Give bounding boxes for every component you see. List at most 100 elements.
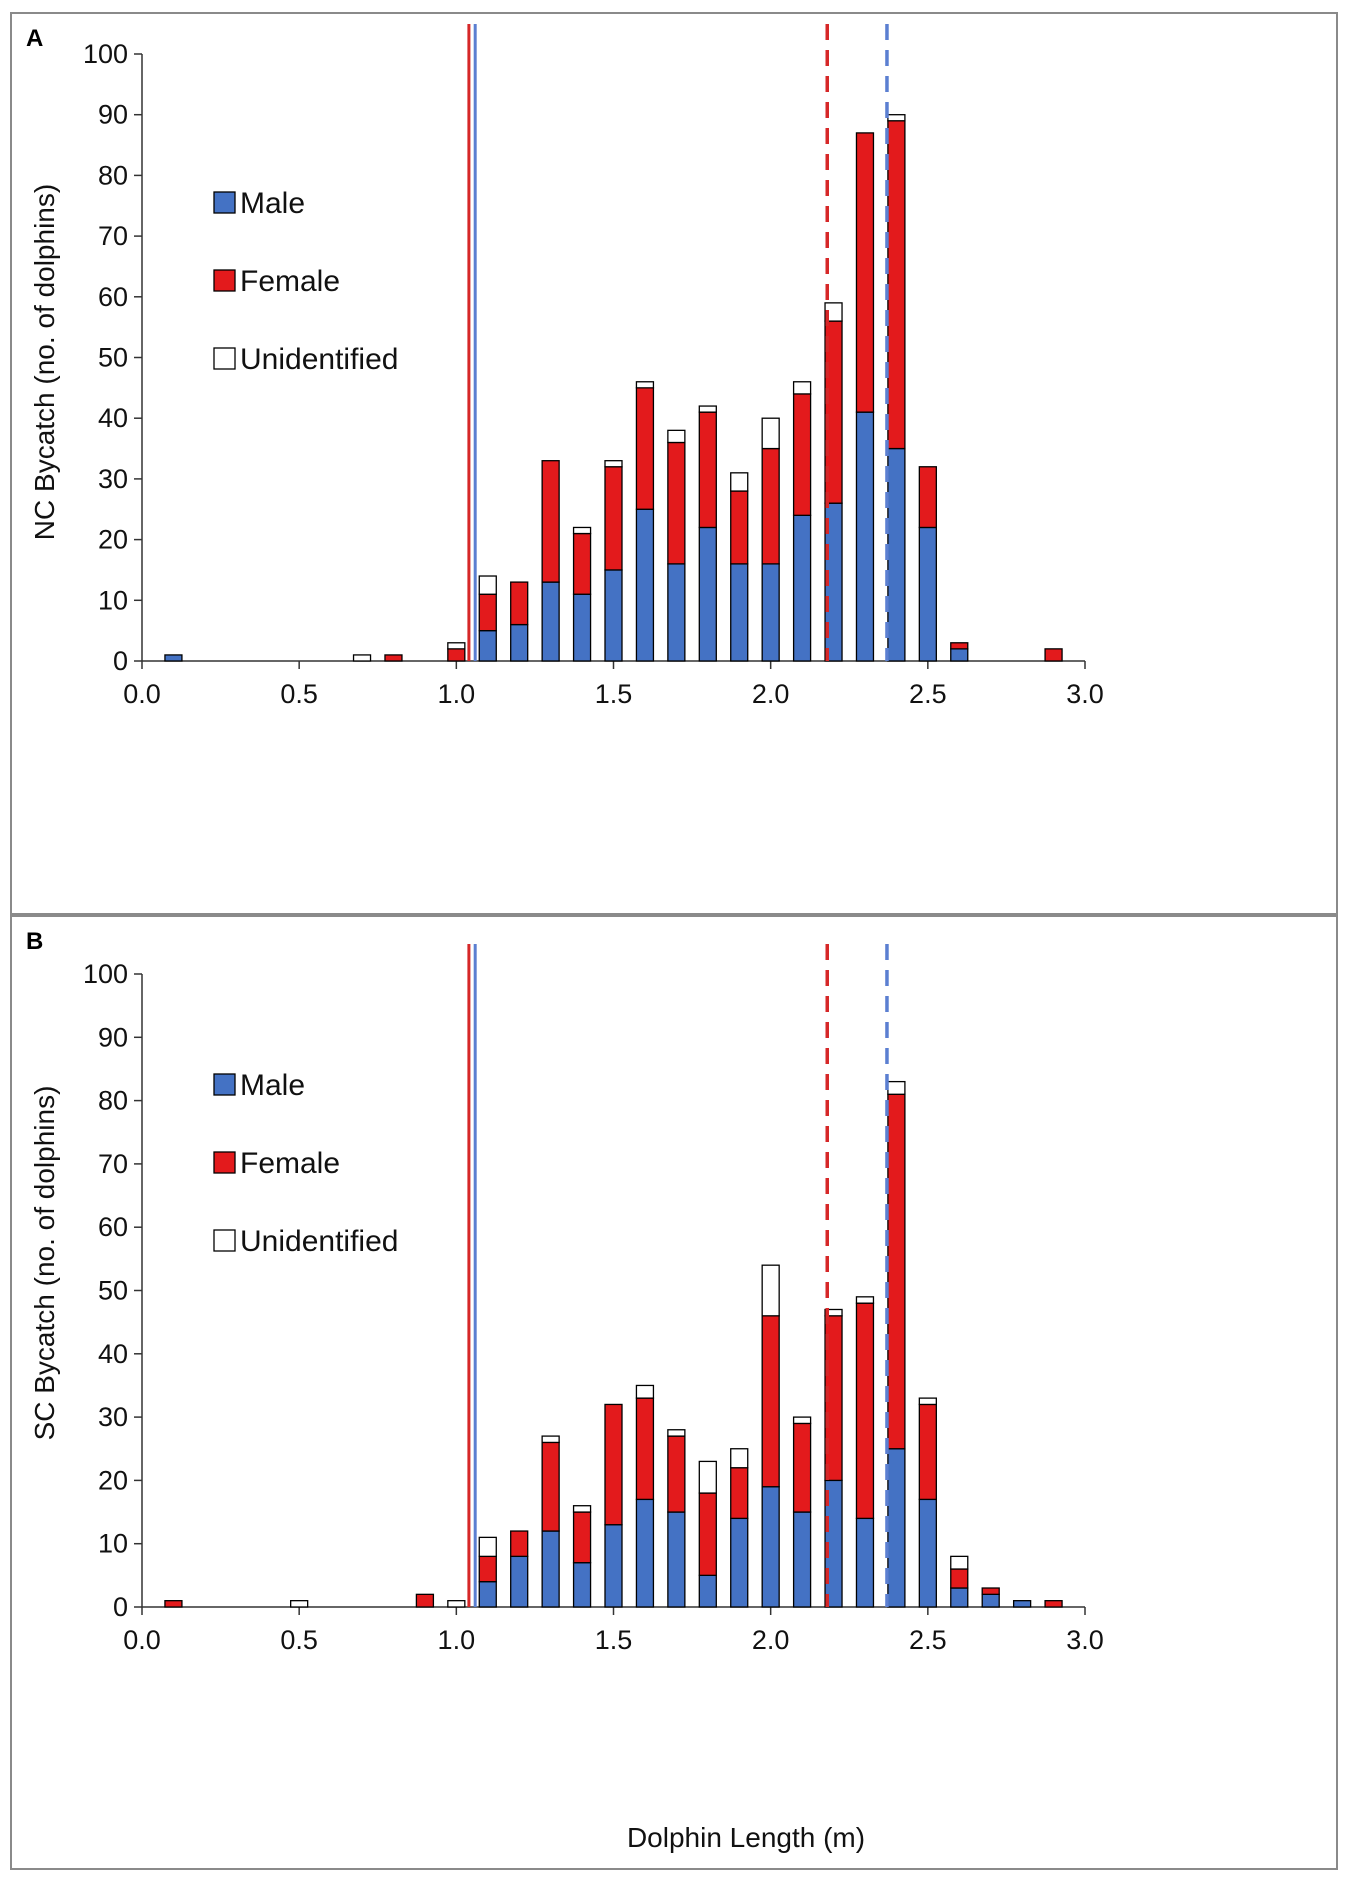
x-tick-label: 0.0 xyxy=(123,679,161,709)
bar-male-2.6 xyxy=(950,648,969,662)
bar-unidentified-1.6 xyxy=(635,1384,655,1399)
y-tick-label: 60 xyxy=(98,282,128,312)
bar-male-2.1 xyxy=(792,514,812,662)
bar-female-2.3 xyxy=(855,132,875,413)
bar-female-2.6 xyxy=(950,1568,969,1589)
bar-male-1.1 xyxy=(478,1581,497,1608)
bar-female-1.5 xyxy=(604,466,623,571)
bar-male-1.3 xyxy=(541,1530,560,1608)
bar-female-2.3 xyxy=(855,1302,875,1520)
x-tick-label: 2.0 xyxy=(752,679,790,709)
bar-female-1.1 xyxy=(478,1555,497,1583)
bar-unidentified-1.7 xyxy=(667,429,686,444)
bar-female-2.4 xyxy=(887,1093,906,1450)
bar-female-1.7 xyxy=(667,441,686,565)
bar-female-2.5 xyxy=(918,1403,937,1501)
bar-female-1.6 xyxy=(635,387,655,510)
bar-male-1.8 xyxy=(698,1574,717,1608)
y-tick-label: 70 xyxy=(98,221,128,251)
bar-unidentified-2.1 xyxy=(792,1416,812,1425)
bar-unidentified-2.5 xyxy=(918,1397,937,1406)
bar-male-1.1 xyxy=(478,630,497,662)
chart-b-svg: B SC Bycatch (no. of dolphins) Dolphin L… xyxy=(26,928,1104,1853)
bar-unidentified-1.6 xyxy=(635,381,655,389)
y-tick-label: 80 xyxy=(98,160,128,190)
bar-unidentified-2.2 xyxy=(824,1308,843,1317)
bar-female-1.2 xyxy=(510,1530,529,1558)
bar-unidentified-2.0 xyxy=(761,417,780,450)
bar-female-0.8 xyxy=(384,654,403,662)
bar-unidentified-1.0 xyxy=(447,1600,466,1608)
bar-unidentified-1.8 xyxy=(698,1460,717,1494)
bar-unidentified-2.3 xyxy=(855,1296,875,1304)
bar-male-2.4 xyxy=(887,447,906,662)
bar-unidentified-1.4 xyxy=(572,526,592,535)
bar-female-1.2 xyxy=(510,581,529,626)
x-tick-label: 3.0 xyxy=(1066,679,1104,709)
panel-label-b: B xyxy=(26,928,43,955)
chart-a-svg: A NC Bycatch (no. of dolphins) Male Fema… xyxy=(26,24,1104,709)
bar-unidentified-0.7 xyxy=(352,654,372,662)
bar-female-2.6 xyxy=(950,642,969,650)
legend-label-unidentified: Unidentified xyxy=(240,343,398,376)
y-tick-label: 90 xyxy=(98,1022,128,1052)
y-tick-label: 50 xyxy=(98,343,128,373)
bar-female-1.4 xyxy=(572,532,592,595)
bar-female-1.8 xyxy=(698,1492,717,1576)
legend-label-male: Male xyxy=(240,1069,305,1102)
x-tick-label: 0.5 xyxy=(280,1625,318,1655)
legend-swatch-female xyxy=(213,1151,236,1174)
x-tick-label: 1.0 xyxy=(438,679,476,709)
x-tick-label: 2.5 xyxy=(909,679,947,709)
y-tick-label: 0 xyxy=(113,1592,128,1622)
y-tick-label: 60 xyxy=(98,1212,128,1242)
legend-swatch-unidentified xyxy=(213,1229,236,1252)
bar-male-2.3 xyxy=(855,1517,875,1608)
panel-b: B SC Bycatch (no. of dolphins) Dolphin L… xyxy=(10,915,1338,1870)
bar-unidentified-1.7 xyxy=(667,1429,686,1437)
bar-female-1.9 xyxy=(730,490,749,565)
bar-male-1.9 xyxy=(730,563,749,662)
bar-male-1.3 xyxy=(541,581,560,662)
legend-swatch-male xyxy=(213,1073,236,1096)
bar-female-1.5 xyxy=(604,1403,623,1526)
x-tick-label: 1.5 xyxy=(595,1625,633,1655)
x-axis-title: Dolphin Length (m) xyxy=(627,1822,865,1853)
bar-unidentified-2.0 xyxy=(761,1264,780,1317)
bar-female-1.3 xyxy=(541,1441,560,1532)
bar-male-2.5 xyxy=(918,1498,937,1608)
bar-unidentified-0.5 xyxy=(290,1600,309,1608)
bar-female-1.1 xyxy=(478,593,497,632)
panel-label-a: A xyxy=(26,25,43,52)
legend-label-female: Female xyxy=(240,265,340,298)
bar-male-1.5 xyxy=(604,569,623,662)
x-tick-label: 0.0 xyxy=(123,1625,161,1655)
bar-unidentified-2.2 xyxy=(824,302,843,322)
legend-swatch-unidentified xyxy=(213,347,236,370)
bar-male-1.9 xyxy=(730,1517,749,1608)
x-tick-label: 0.5 xyxy=(280,679,318,709)
bar-female-1.9 xyxy=(730,1467,749,1520)
bar-unidentified-2.4 xyxy=(887,114,906,122)
y-tick-label: 20 xyxy=(98,1465,128,1495)
bar-unidentified-1.9 xyxy=(730,472,749,492)
bar-unidentified-1.3 xyxy=(541,1435,560,1444)
legend-label-female: Female xyxy=(240,1147,340,1180)
bar-female-1.8 xyxy=(698,411,717,529)
legend-a: Male Female Unidentified xyxy=(213,187,398,376)
x-tick-label: 3.0 xyxy=(1066,1625,1104,1655)
bar-male-1.6 xyxy=(635,1498,655,1608)
bar-male-2.0 xyxy=(761,1486,780,1608)
legend-label-male: Male xyxy=(240,187,305,220)
bar-male-1.4 xyxy=(572,1562,592,1608)
y-tick-label: 80 xyxy=(98,1086,128,1116)
bar-male-1.2 xyxy=(510,623,529,662)
bar-male-1.7 xyxy=(667,563,686,662)
bar-male-2.6 xyxy=(950,1587,969,1608)
legend-b: Male Female Unidentified xyxy=(213,1069,398,1258)
y-tick-label: 40 xyxy=(98,1339,128,1369)
bar-male-2.3 xyxy=(855,411,875,662)
bar-unidentified-1.9 xyxy=(730,1448,749,1469)
bar-male-2.7 xyxy=(981,1593,1000,1608)
bar-male-1.8 xyxy=(698,526,717,662)
